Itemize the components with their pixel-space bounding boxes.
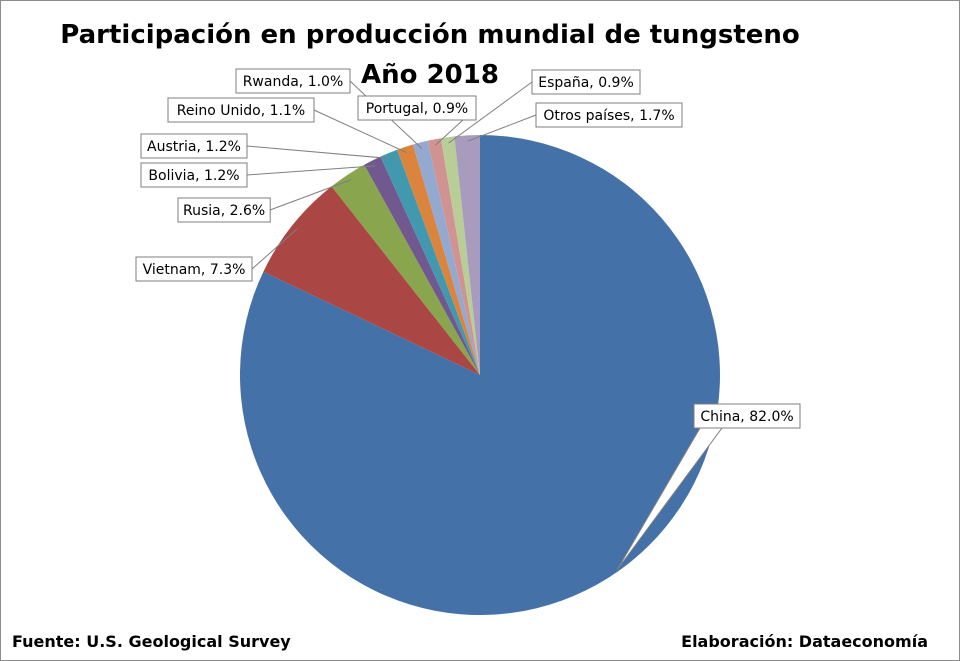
chart-subtitle: Año 2018 [361,60,499,90]
label-box-reino-unido [167,97,315,123]
leader-line-bolivia [246,165,376,176]
data-label-vietnam: Vietnam, 7.3% [143,262,246,278]
leader-line-españa [448,81,533,144]
pie-slice-rwanda [412,140,480,375]
data-label-austria: Austria, 1.2% [147,139,241,155]
label-box-bolivia [140,162,248,188]
leader-line-rusia [269,179,351,211]
data-label-rwanda: Rwanda, 1.0% [243,74,344,90]
pie-slice-reino-unido [397,144,480,375]
pie-slice-bolivia [364,156,480,375]
label-box-austria [140,133,248,159]
pie-slice-españa [440,136,480,375]
pie-slices [239,135,720,615]
chart-title: Participación en producción mundial de t… [60,20,800,50]
label-box-china [693,403,801,429]
pie-slice-austria [380,149,480,375]
data-label-china: China, 82.0% [700,409,793,425]
pie-slice-china [239,135,720,615]
leader-line-otros-países [467,114,537,142]
label-box-otros-países [535,102,683,128]
pie-slice-vietnam [263,186,480,375]
leader-line-vietnam [251,228,298,270]
leader-line-austria [246,145,392,160]
label-box-portugal [357,95,477,121]
data-label-rusia: Rusia, 2.6% [183,203,265,219]
data-label-bolivia: Bolivia, 1.2% [148,168,239,184]
data-label-portugal: Portugal, 0.9% [366,101,468,117]
pie-slice-rusia [331,164,480,375]
pie-slice-otros-países [454,135,480,375]
credit-note: Elaboración: Dataeconomía [681,632,928,651]
label-box-rusia [177,197,271,223]
label-box-españa [531,69,641,95]
data-labels: China, 82.0% Vietnam, 7.3% Rusia, 2.6% Boli… [135,68,801,429]
data-label-españa: España, 0.9% [538,75,634,91]
label-box-vietnam [135,256,253,282]
leader-lines [246,80,723,571]
label-box-rwanda [235,68,351,94]
data-label-otros-países: Otros países, 1.7% [543,108,674,124]
leader-line-reino-unido [313,109,408,154]
data-label-reino-unido: Reino Unido, 1.1% [177,103,305,119]
source-note: Fuente: U.S. Geological Survey [12,632,291,651]
pie-slice-portugal [427,138,480,375]
